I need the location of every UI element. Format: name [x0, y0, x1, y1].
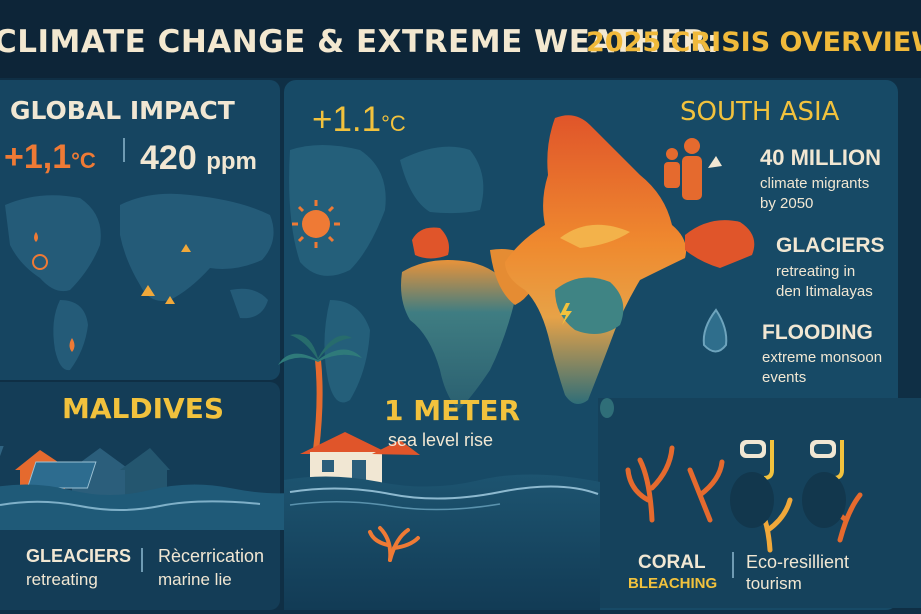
co2-number: 420 [140, 139, 197, 177]
global-temp-number: +1,1 [4, 138, 72, 176]
coral-illustration [368, 526, 420, 562]
palm-tree-illustration [278, 334, 362, 451]
center-temp-value: +1.1°C [312, 100, 406, 140]
coral-subtitle: BLEACHING [628, 575, 718, 592]
global-temp-value: +1,1°C [4, 138, 96, 177]
header-bar: CLIMATE CHANGE & EXTREME WEATHER: 2025 C… [0, 0, 921, 78]
flooding-line1: extreme monsoon [762, 349, 883, 366]
migrants-title: 40 MILLION [760, 145, 882, 170]
flooding-line2: events [762, 369, 807, 386]
sun-icon [292, 200, 340, 248]
lightning-icon [560, 303, 572, 325]
water-drop-icon [702, 308, 728, 353]
co2-unit: ppm [206, 148, 257, 175]
glaciers-title: GLACIERS [776, 234, 885, 257]
maldives-stat1-text: retreating [26, 570, 98, 589]
world-map-small [5, 193, 274, 371]
europe-shape [412, 227, 449, 259]
house-illustration [0, 446, 211, 500]
flood-water [284, 474, 600, 610]
maldives-stat2-title: Rècerrication [158, 546, 265, 566]
page-subtitle: 2025 CRISIS OVERVIEW [586, 27, 921, 58]
glaciers-line2: den Itimalayas [776, 283, 873, 300]
migrants-icon [664, 138, 722, 200]
center-temp-number: +1.1 [312, 100, 382, 139]
africa-shape [401, 259, 515, 410]
global-temp-unit: °C [71, 148, 96, 173]
migrants-line1: climate migrants [760, 175, 870, 192]
page-title: CLIMATE CHANGE & EXTREME WEATHER: [0, 24, 720, 60]
co2-value: 420 ppm [140, 139, 257, 178]
orange-drop-icon [34, 232, 38, 242]
south-asia-heading: SOUTH ASIA [680, 97, 840, 127]
world-map-large [289, 145, 484, 403]
migrants-line2: by 2050 [760, 195, 814, 212]
maldives-stat1-title: GLEACIERS [26, 546, 132, 566]
sea-level-title: 1 METER [384, 394, 521, 427]
glaciers-line1: retreating in [776, 263, 856, 280]
eco-line2: tourism [746, 574, 802, 593]
eco-line1: Eco-resillient [746, 552, 850, 572]
center-temp-unit: °C [381, 111, 406, 136]
coral-title: CORAL [638, 552, 706, 573]
south-asia-map [505, 115, 687, 404]
snorkel-diver-icon [730, 440, 846, 528]
sea-level-text: sea level rise [388, 430, 494, 450]
maldives-heading: MALDIVES [62, 392, 224, 425]
maldives-stat2-text: marine lie [158, 570, 232, 589]
global-impact-heading: GLOBAL IMPACT [10, 96, 235, 125]
flooding-title: FLOODING [762, 321, 873, 344]
